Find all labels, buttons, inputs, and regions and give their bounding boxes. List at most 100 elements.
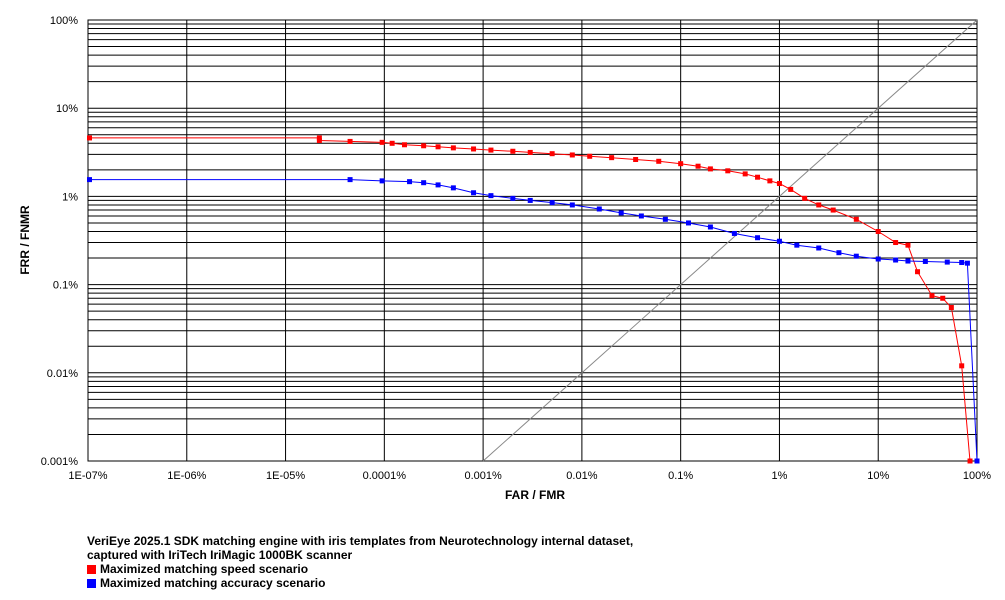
data-point (401, 142, 407, 148)
data-point (742, 171, 748, 177)
data-point (853, 216, 859, 222)
data-point (638, 213, 644, 219)
data-point (853, 253, 859, 259)
data-point (471, 190, 477, 196)
data-point (569, 202, 575, 208)
data-point (875, 228, 881, 234)
y-tick-label: 10% (56, 103, 78, 115)
x-tick-label: 1% (771, 470, 787, 482)
x-tick-label: 0.0001% (363, 470, 407, 482)
data-point (596, 206, 602, 212)
data-point (347, 177, 353, 183)
data-point (510, 148, 516, 154)
equal-error-diagonal (482, 19, 978, 462)
data-point (967, 458, 973, 464)
data-point (450, 145, 456, 151)
y-tick-label: 0.1% (53, 280, 78, 292)
data-point (527, 197, 533, 203)
data-point (510, 195, 516, 201)
data-point (707, 166, 713, 172)
data-point (569, 152, 575, 158)
y-tick-label: 100% (50, 15, 78, 27)
data-point (421, 180, 427, 186)
data-point (695, 163, 701, 169)
data-point (389, 140, 395, 146)
data-point (959, 260, 965, 266)
data-point (587, 153, 593, 159)
data-point (948, 305, 954, 310)
data-point (893, 257, 899, 263)
data-point (685, 220, 691, 226)
grid (87, 19, 978, 462)
data-point (618, 210, 624, 216)
caption-line-2: captured with IriTech IriMagic 1000BK sc… (87, 548, 353, 562)
y-tick-label: 0.01% (47, 368, 78, 380)
data-point (974, 458, 980, 464)
legend-item-speed: Maximized matching speed scenario (87, 562, 325, 576)
y-axis-label: FRR / FNMR (18, 205, 32, 275)
data-point (633, 157, 639, 163)
x-tick-label: 0.1% (668, 470, 693, 482)
x-tick-label: 100% (963, 470, 991, 482)
data-point (816, 245, 822, 251)
data-point (379, 178, 385, 184)
data-point (836, 250, 842, 256)
x-tick-label: 1E-06% (167, 470, 206, 482)
data-point (87, 177, 92, 183)
series-line (88, 179, 978, 462)
y-tick-label: 0.001% (41, 456, 79, 468)
x-tick-label: 0.01% (566, 470, 597, 482)
x-axis-label: FAR / FMR (505, 488, 565, 502)
data-point (471, 146, 477, 152)
data-point (707, 224, 713, 230)
x-tick-label: 0.001% (464, 470, 502, 482)
data-point (767, 178, 773, 184)
data-point (407, 179, 413, 185)
legend-swatch-speed (87, 564, 96, 574)
data-point (488, 147, 494, 153)
data-point (875, 256, 881, 262)
data-point (893, 240, 899, 246)
legend-label-accuracy: Maximized matching accuracy scenario (100, 576, 326, 590)
series-1 (87, 177, 980, 464)
data-point (347, 138, 353, 144)
tick-labels: 1E-07% 1E-06% 1E-05% 0.0001% 0.001% 0.01% 0.1%… (41, 15, 992, 482)
caption-line-1: VeriEye 2025.1 SDK matching engine with … (87, 534, 634, 548)
plot-frame (87, 19, 978, 462)
data-point (316, 135, 322, 141)
data-point (527, 149, 533, 155)
legend-swatch-accuracy (87, 578, 96, 588)
det-chart: 1E-07% 1E-06% 1E-05% 0.0001% 0.001% 0.01% 0.1%… (18, 15, 992, 502)
legend-label-speed: Maximized matching speed scenario (100, 562, 309, 576)
x-tick-label: 10% (867, 470, 889, 482)
data-point (755, 174, 761, 180)
legend: Maximized matching speed scenario Maximi… (87, 562, 325, 590)
data-point (316, 138, 322, 144)
data-point (915, 269, 921, 275)
data-point (929, 293, 935, 299)
eer-diagonal-line (482, 19, 978, 462)
data-point (830, 207, 836, 213)
data-point (549, 151, 555, 157)
data-point (776, 181, 782, 187)
data-point (421, 143, 427, 149)
data-point (794, 242, 800, 248)
data-point (802, 195, 808, 201)
data-point (922, 258, 928, 264)
data-point (776, 238, 782, 244)
data-point (731, 230, 737, 236)
data-point (964, 260, 970, 266)
data-point (940, 295, 946, 301)
x-tick-label: 1E-05% (266, 470, 305, 482)
data-point (379, 139, 385, 145)
data-point (435, 144, 441, 150)
series-group (87, 135, 980, 464)
data-point (725, 168, 731, 174)
data-point (87, 135, 92, 141)
data-point (678, 161, 684, 167)
x-tick-label: 1E-07% (68, 470, 107, 482)
data-point (435, 182, 441, 188)
legend-item-accuracy: Maximized matching accuracy scenario (87, 576, 325, 590)
chart-caption: VeriEye 2025.1 SDK matching engine with … (87, 534, 633, 562)
data-point (549, 200, 555, 206)
